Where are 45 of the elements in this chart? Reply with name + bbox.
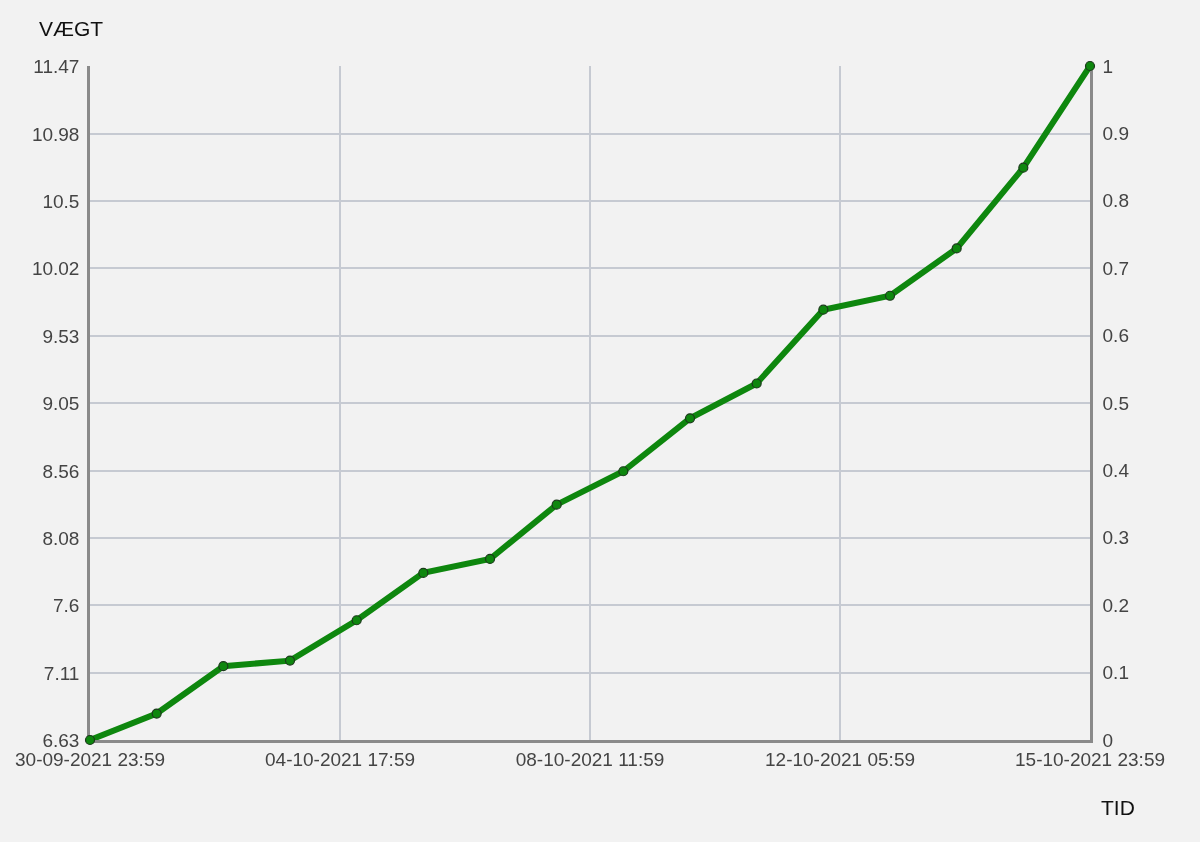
y2-tick-label: 0.5 [1102,392,1129,414]
y-tick-label: 8.08 [42,527,80,549]
y2-tick-label: 0.2 [1102,594,1129,616]
y-tick-label: 10.98 [31,123,80,145]
y-tick-label: 7.11 [43,662,80,684]
point [151,708,162,719]
point [618,466,629,477]
y2-tick-label: 1 [1102,55,1114,77]
point [218,661,229,672]
y2-tick-label: 0.4 [1102,460,1130,482]
point [351,615,362,626]
x-tick-label: 12-10-2021 05:59 [764,748,916,770]
x-tick-label: 30-09-2021 23:59 [14,748,166,770]
y-tick-label: 11.47 [33,55,80,77]
point [551,499,562,510]
point [418,567,429,578]
point [284,655,296,666]
x-tick-label: 15-10-2021 23:59 [1014,748,1166,770]
point [1018,162,1029,173]
y-tick-label: 9.05 [42,392,80,414]
point [751,378,762,389]
point [84,734,96,746]
point [951,243,962,254]
point [684,413,696,424]
y2-tick-label: 0.6 [1102,325,1129,347]
y-tick-label: 7.6 [53,594,80,616]
y2-tick-label: 0.3 [1102,527,1129,549]
y2-tick-label: 0 [1102,729,1114,751]
x-tick-label: 08-10-2021 11:59 [515,748,665,770]
point [884,290,896,301]
y-tick-label: 10.02 [31,257,80,279]
y-tick-label: 6.63 [42,729,80,751]
x-axis-title: TID [1101,796,1135,819]
y-tick-label: 8.56 [42,460,80,482]
point [818,304,829,315]
x-tick-label: 04-10-2021 17:59 [264,748,416,770]
y2-tick-label: 0.9 [1102,123,1129,145]
point [484,553,496,565]
y-axis-title: VÆGT [39,17,104,40]
point [1084,60,1096,72]
y2-tick-label: 0.7 [1102,257,1129,279]
y2-tick-label: 0.1 [1102,662,1129,684]
y-tick-label: 9.53 [42,325,80,347]
y-tick-label: 10.5 [42,190,80,212]
y2-tick-label: 0.8 [1102,190,1129,212]
